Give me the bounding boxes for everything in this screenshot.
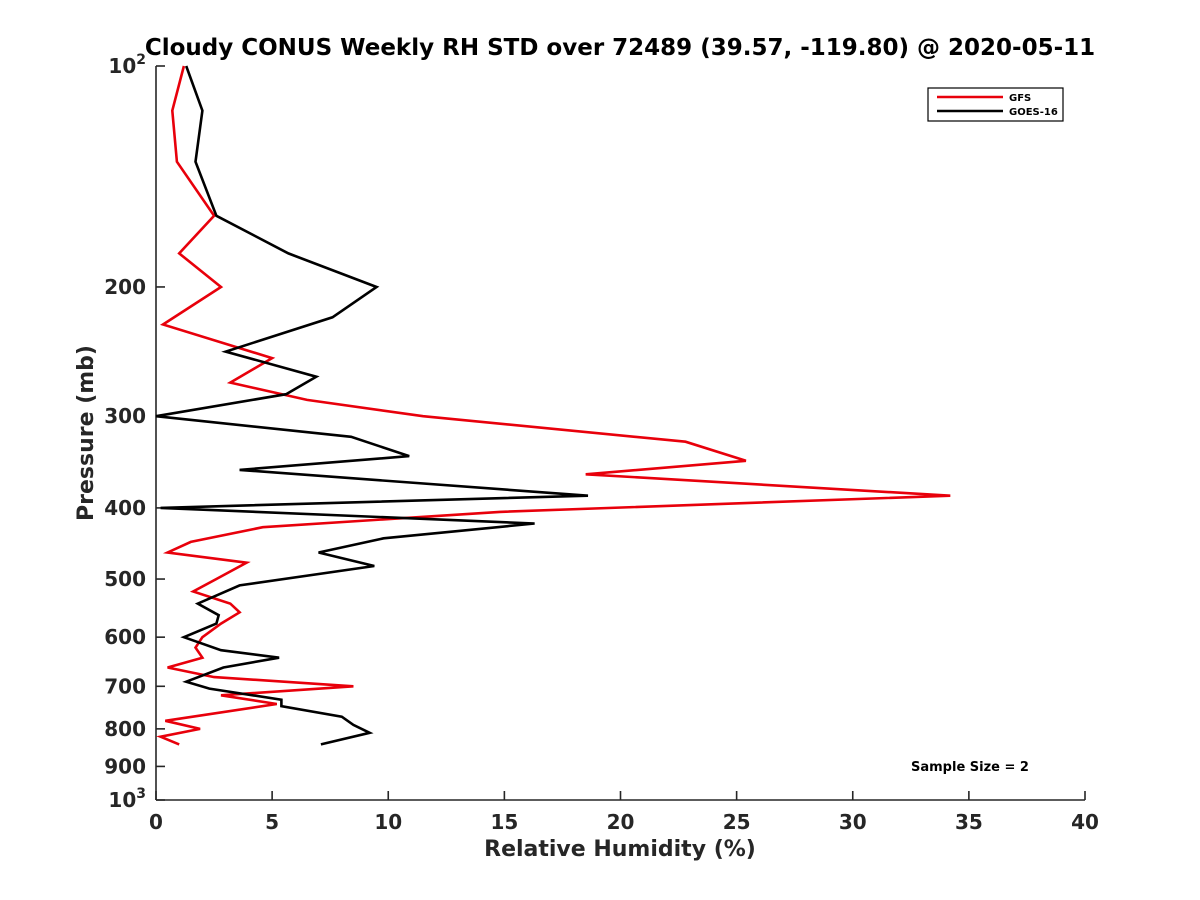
x-tick-label: 30 (839, 810, 867, 834)
x-tick-label: 20 (607, 810, 635, 834)
series-line-gfs (156, 65, 951, 746)
series-line-goes-16 (155, 65, 589, 746)
x-axis-ticks: 0 5 10 15 20 25 30 35 40 (149, 791, 1099, 834)
y-tick-exponent: 2 (136, 52, 146, 68)
series-lines (155, 65, 951, 746)
y-tick-label: 700 (104, 674, 146, 698)
y-tick-label: 300 (104, 404, 146, 428)
legend: GFS GOES-16 (927, 87, 1064, 122)
x-tick-label: 15 (490, 810, 518, 834)
legend-label-gfs: GFS (1009, 93, 1031, 104)
y-tick-base: 10 (108, 54, 136, 78)
x-tick-label: 10 (374, 810, 402, 834)
y-axis-title: Pressure (mb) (74, 345, 99, 521)
sample-size-annotation: Sample Size = 2 (911, 760, 1029, 775)
legend-label-goes16: GOES-16 (1009, 107, 1058, 118)
y-tick-label: 600 (104, 625, 146, 649)
x-tick-label: 35 (955, 810, 983, 834)
chart-title: Cloudy CONUS Weekly RH STD over 72489 (3… (145, 35, 1095, 61)
y-tick-label: 500 (104, 567, 146, 591)
y-tick-base: 10 (108, 788, 136, 812)
y-tick-label: 400 (104, 496, 146, 520)
x-tick-label: 40 (1071, 810, 1099, 834)
y-tick-label: 103 (108, 786, 146, 812)
y-tick-exponent: 3 (136, 786, 146, 802)
x-tick-label: 25 (723, 810, 751, 834)
y-tick-label: 800 (104, 717, 146, 741)
x-tick-label: 5 (265, 810, 279, 834)
y-tick-label: 102 (108, 52, 146, 78)
legend-box (927, 87, 1064, 122)
y-tick-label: 200 (104, 275, 146, 299)
x-tick-label: 0 (149, 810, 163, 834)
y-tick-label: 900 (104, 754, 146, 778)
x-axis-title: Relative Humidity (%) (484, 837, 756, 862)
